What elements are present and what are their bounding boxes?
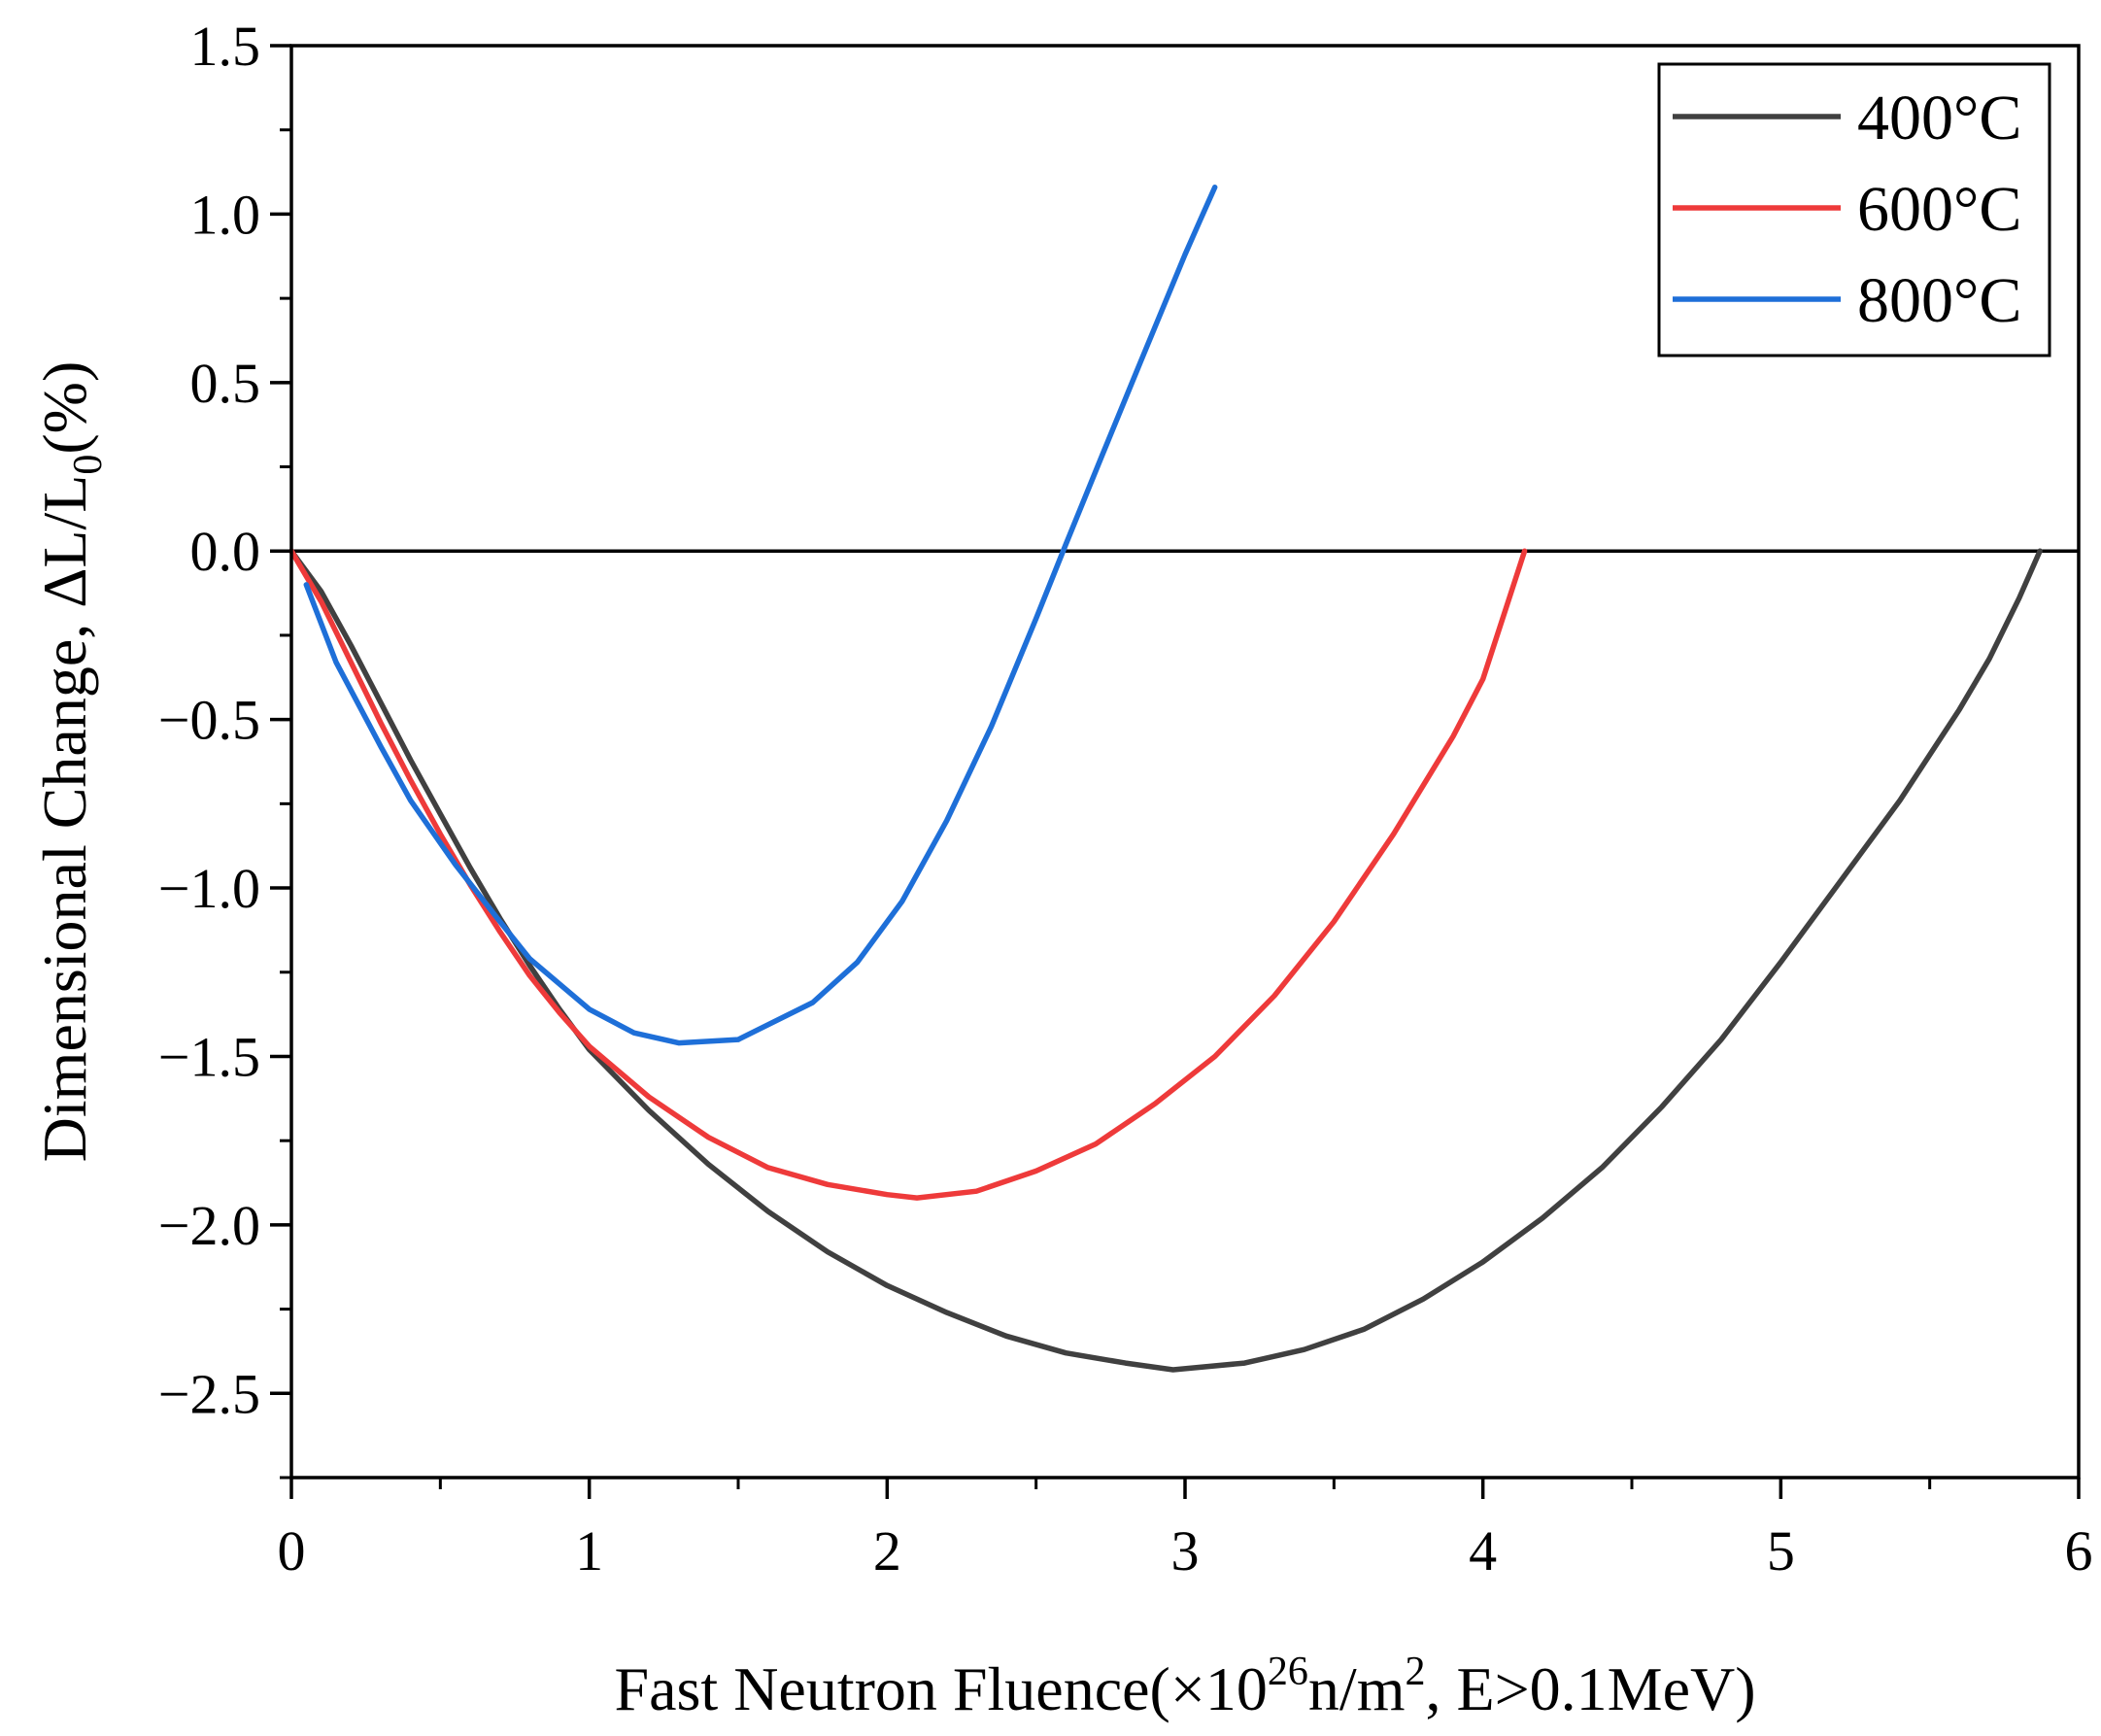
- y-tick-label: −1.0: [158, 857, 260, 920]
- x-tick-label: 5: [1767, 1519, 1795, 1583]
- y-tick-label: 1.0: [190, 183, 261, 246]
- legend-items: 400°C 600°C 800°C: [1673, 83, 2021, 336]
- series-line-0: [288, 548, 2043, 1373]
- legend-label-0: 400°C: [1857, 83, 2021, 153]
- y-axis-title: Dimensional Change, ΔL/L0(%): [30, 361, 111, 1163]
- y-tick-label: 1.5: [190, 15, 261, 78]
- x-tick-label: 6: [2065, 1519, 2093, 1583]
- y-tick-label: 0.5: [190, 352, 261, 415]
- x-axis-title: Fast Neutron Fluence(×1026n/m2, E>0.1MeV…: [615, 1650, 1756, 1723]
- y-tick-label: −2.5: [158, 1362, 260, 1425]
- ticks-layer: 0 1 2 3 4 5 6 1.5 1.0 0.5 0.0 −0.5 −1.0 −1.5 −2.0 −2.5: [158, 15, 2093, 1583]
- x-tick-label: 1: [575, 1519, 603, 1583]
- y-tick-label: 0.0: [190, 520, 261, 583]
- series-line-2: [303, 184, 1218, 1046]
- series-layer: [288, 184, 2043, 1373]
- series-line-1: [288, 548, 1528, 1201]
- y-tick-label: −2.0: [158, 1194, 260, 1257]
- x-tick-label: 0: [278, 1519, 306, 1583]
- legend-label-1: 600°C: [1857, 174, 2021, 245]
- x-tick-label: 2: [873, 1519, 901, 1583]
- x-tick-label: 4: [1469, 1519, 1497, 1583]
- x-tick-label: 3: [1171, 1519, 1200, 1583]
- legend: 400°C 600°C 800°C: [1657, 62, 2051, 357]
- y-tick-label: −1.5: [158, 1025, 260, 1088]
- legend-label-2: 800°C: [1857, 265, 2021, 336]
- y-tick-label: −0.5: [158, 689, 260, 752]
